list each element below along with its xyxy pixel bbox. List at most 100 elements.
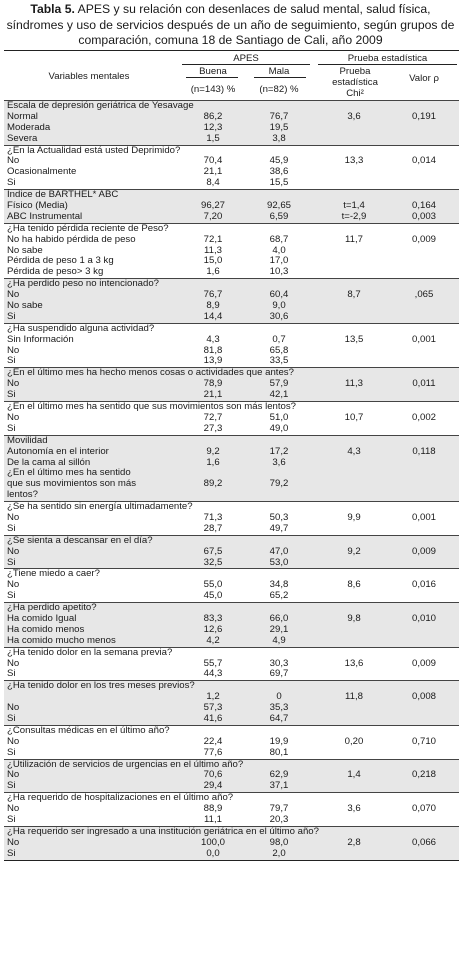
table-row: lentos?: [4, 489, 459, 501]
mala-value: 47,0: [269, 545, 289, 557]
mala-value: 3,8: [272, 132, 286, 144]
mala-value: 4,9: [272, 634, 286, 646]
row-label: ¿Ha tenido pérdida reciente de Peso?: [7, 222, 169, 234]
table-section: ¿Ha tenido dolor en la semana previa? No 5…: [4, 646, 459, 681]
row-label: Índice de BARTHEL* ABC: [7, 189, 119, 201]
row-label: Físico (Media): [7, 200, 68, 212]
row-label: Severa: [7, 132, 38, 144]
row-label: Si: [7, 310, 16, 322]
table-row: ¿Ha perdido apetito?: [4, 602, 459, 614]
row-label: Si: [7, 814, 16, 825]
table-section: ¿Se sienta a descansar en el día? No 67,5 4…: [4, 534, 459, 569]
header-divider-mala: [254, 77, 306, 78]
mala-value: 80,1: [269, 746, 289, 758]
table-row: Si 32,5 53,0: [4, 557, 459, 569]
table-row: ¿Ha requerido ser ingresado a una instit…: [4, 826, 459, 838]
row-label: No: [7, 836, 20, 848]
buena-value: 67,5: [203, 545, 223, 557]
table-row: Movilidad: [4, 435, 459, 447]
p-value: 0,009: [411, 233, 436, 245]
table-row: Normal 86,2 76,7 3,6 0,191: [4, 110, 459, 123]
buena-value: 12,6: [203, 623, 223, 635]
table-row: No 22,4 19,9 0,20 0,710: [4, 736, 459, 748]
table-row: Ha comido mucho menos 4,2 4,9: [4, 634, 459, 647]
row-label: Ha comido mucho menos: [7, 634, 116, 646]
table-label: Tabla 5.: [30, 2, 75, 16]
table-section: Movilidad Autonomía en el interior 9,2 17,2…: [4, 434, 459, 502]
buena-value: 9,2: [206, 445, 220, 457]
buena-value: 55,0: [203, 579, 223, 591]
mala-value: 37,1: [269, 780, 289, 792]
row-label: ¿Ha perdido apetito?: [7, 602, 97, 614]
table-row: ¿Tiene miedo a caer?: [4, 569, 459, 580]
mala-value: 92,65: [266, 200, 291, 212]
row-label: ¿Utilización de servicios de urgencias e…: [7, 758, 244, 770]
table-section: Índice de BARTHEL* ABC Físico (Media) 96,2…: [4, 189, 459, 223]
table-row: No 72,7 51,0 10,7 0,002: [4, 411, 459, 424]
buena-value: 78,9: [203, 378, 223, 390]
row-label: Si: [7, 422, 16, 434]
row-label: Si: [7, 590, 16, 602]
mala-value: 69,7: [269, 668, 289, 680]
table-section: ¿En el último mes ha hecho menos cosas o…: [4, 367, 459, 402]
buena-value: 88,9: [203, 803, 223, 815]
header-apes: APES: [233, 53, 259, 64]
row-label: Si: [7, 712, 16, 724]
mala-value: 50,3: [269, 511, 289, 523]
mala-value: 65,8: [269, 344, 289, 356]
p-value: 0,008: [411, 691, 436, 703]
mala-value: 0,7: [272, 333, 286, 345]
table-row: No 71,3 50,3 9,9 0,001: [4, 511, 459, 524]
mala-value: 3,6: [272, 456, 286, 468]
row-label: ¿Se sienta a descansar en el día?: [7, 534, 153, 546]
row-label: No: [7, 579, 20, 591]
chi-value: t=1,4: [343, 200, 365, 212]
table-row: Si 45,0 65,2: [4, 590, 459, 602]
table-row: ¿En el último mes ha hecho menos cosas o…: [4, 367, 459, 379]
buena-value: 96,27: [200, 200, 225, 212]
table-row: Moderada 12,3 19,5: [4, 122, 459, 134]
row-label: No: [7, 155, 20, 167]
row-label: ¿En la Actualidad está usted Deprimido?: [7, 144, 181, 156]
p-value: 0,001: [411, 333, 436, 345]
chi-value: 8,7: [347, 289, 361, 301]
buena-value: 45,0: [203, 590, 223, 602]
chi-value: 3,6: [347, 110, 361, 122]
row-label: que sus movimientos son más: [7, 478, 137, 490]
buena-value: 11,3: [204, 244, 222, 256]
row-label: Ha comido Igual: [7, 612, 77, 624]
row-label: No sabe: [7, 300, 43, 312]
row-label: ¿Ha tenido dolor en los tres meses previ…: [7, 680, 195, 692]
table-row: ¿Ha requerido de hospitalizaciones en el…: [4, 792, 459, 804]
buena-value: 57,3: [203, 702, 223, 714]
header-mala: Mala: [268, 66, 290, 77]
row-label: Ha comido menos: [7, 623, 85, 635]
table-section: ¿Ha perdido apetito? Ha comido Igual 83,3 6…: [4, 602, 459, 647]
table-section: ¿Ha perdido peso no intencionado? No 76,7 6…: [4, 278, 459, 323]
buena-value: 81,8: [203, 344, 223, 356]
mala-value: 2,0: [272, 847, 286, 859]
chi-value: 11,7: [345, 233, 363, 245]
table-section: ¿Ha suspendido alguna actividad? Sin Info…: [4, 322, 459, 368]
mala-value: 0: [276, 691, 282, 703]
buena-value: 100,0: [200, 836, 225, 848]
buena-value: 55,7: [203, 657, 223, 669]
p-value: 0,002: [411, 411, 436, 423]
table-section: ¿Consultas médicas en el último año? No 22…: [4, 724, 459, 759]
mala-value: 29,1: [269, 623, 289, 635]
table-row: que sus movimientos son más 89,2 79,2: [4, 478, 459, 490]
row-label: Pérdida de peso> 3 kg: [7, 266, 104, 278]
table-row: Si 0,0 2,0: [4, 847, 459, 860]
mala-value: 33,5: [269, 355, 289, 367]
table-section: ¿Tiene miedo a caer? No 55,0 34,8 8,6 0,016 Si…: [4, 568, 459, 602]
table-section: ¿Ha requerido ser ingresado a una instit…: [4, 825, 459, 860]
p-value: 0,003: [411, 210, 436, 222]
table-row: ¿Ha tenido dolor en la semana previa?: [4, 647, 459, 659]
chi-value: 11,3: [345, 378, 363, 390]
row-label: ¿Tiene miedo a caer?: [7, 568, 100, 580]
row-label: lentos?: [7, 489, 38, 501]
mala-value: 60,4: [269, 289, 289, 301]
table-row: Si 8,4 15,5: [4, 177, 459, 189]
buena-value: 70,4: [203, 155, 223, 167]
buena-value: 13,9: [203, 355, 223, 367]
